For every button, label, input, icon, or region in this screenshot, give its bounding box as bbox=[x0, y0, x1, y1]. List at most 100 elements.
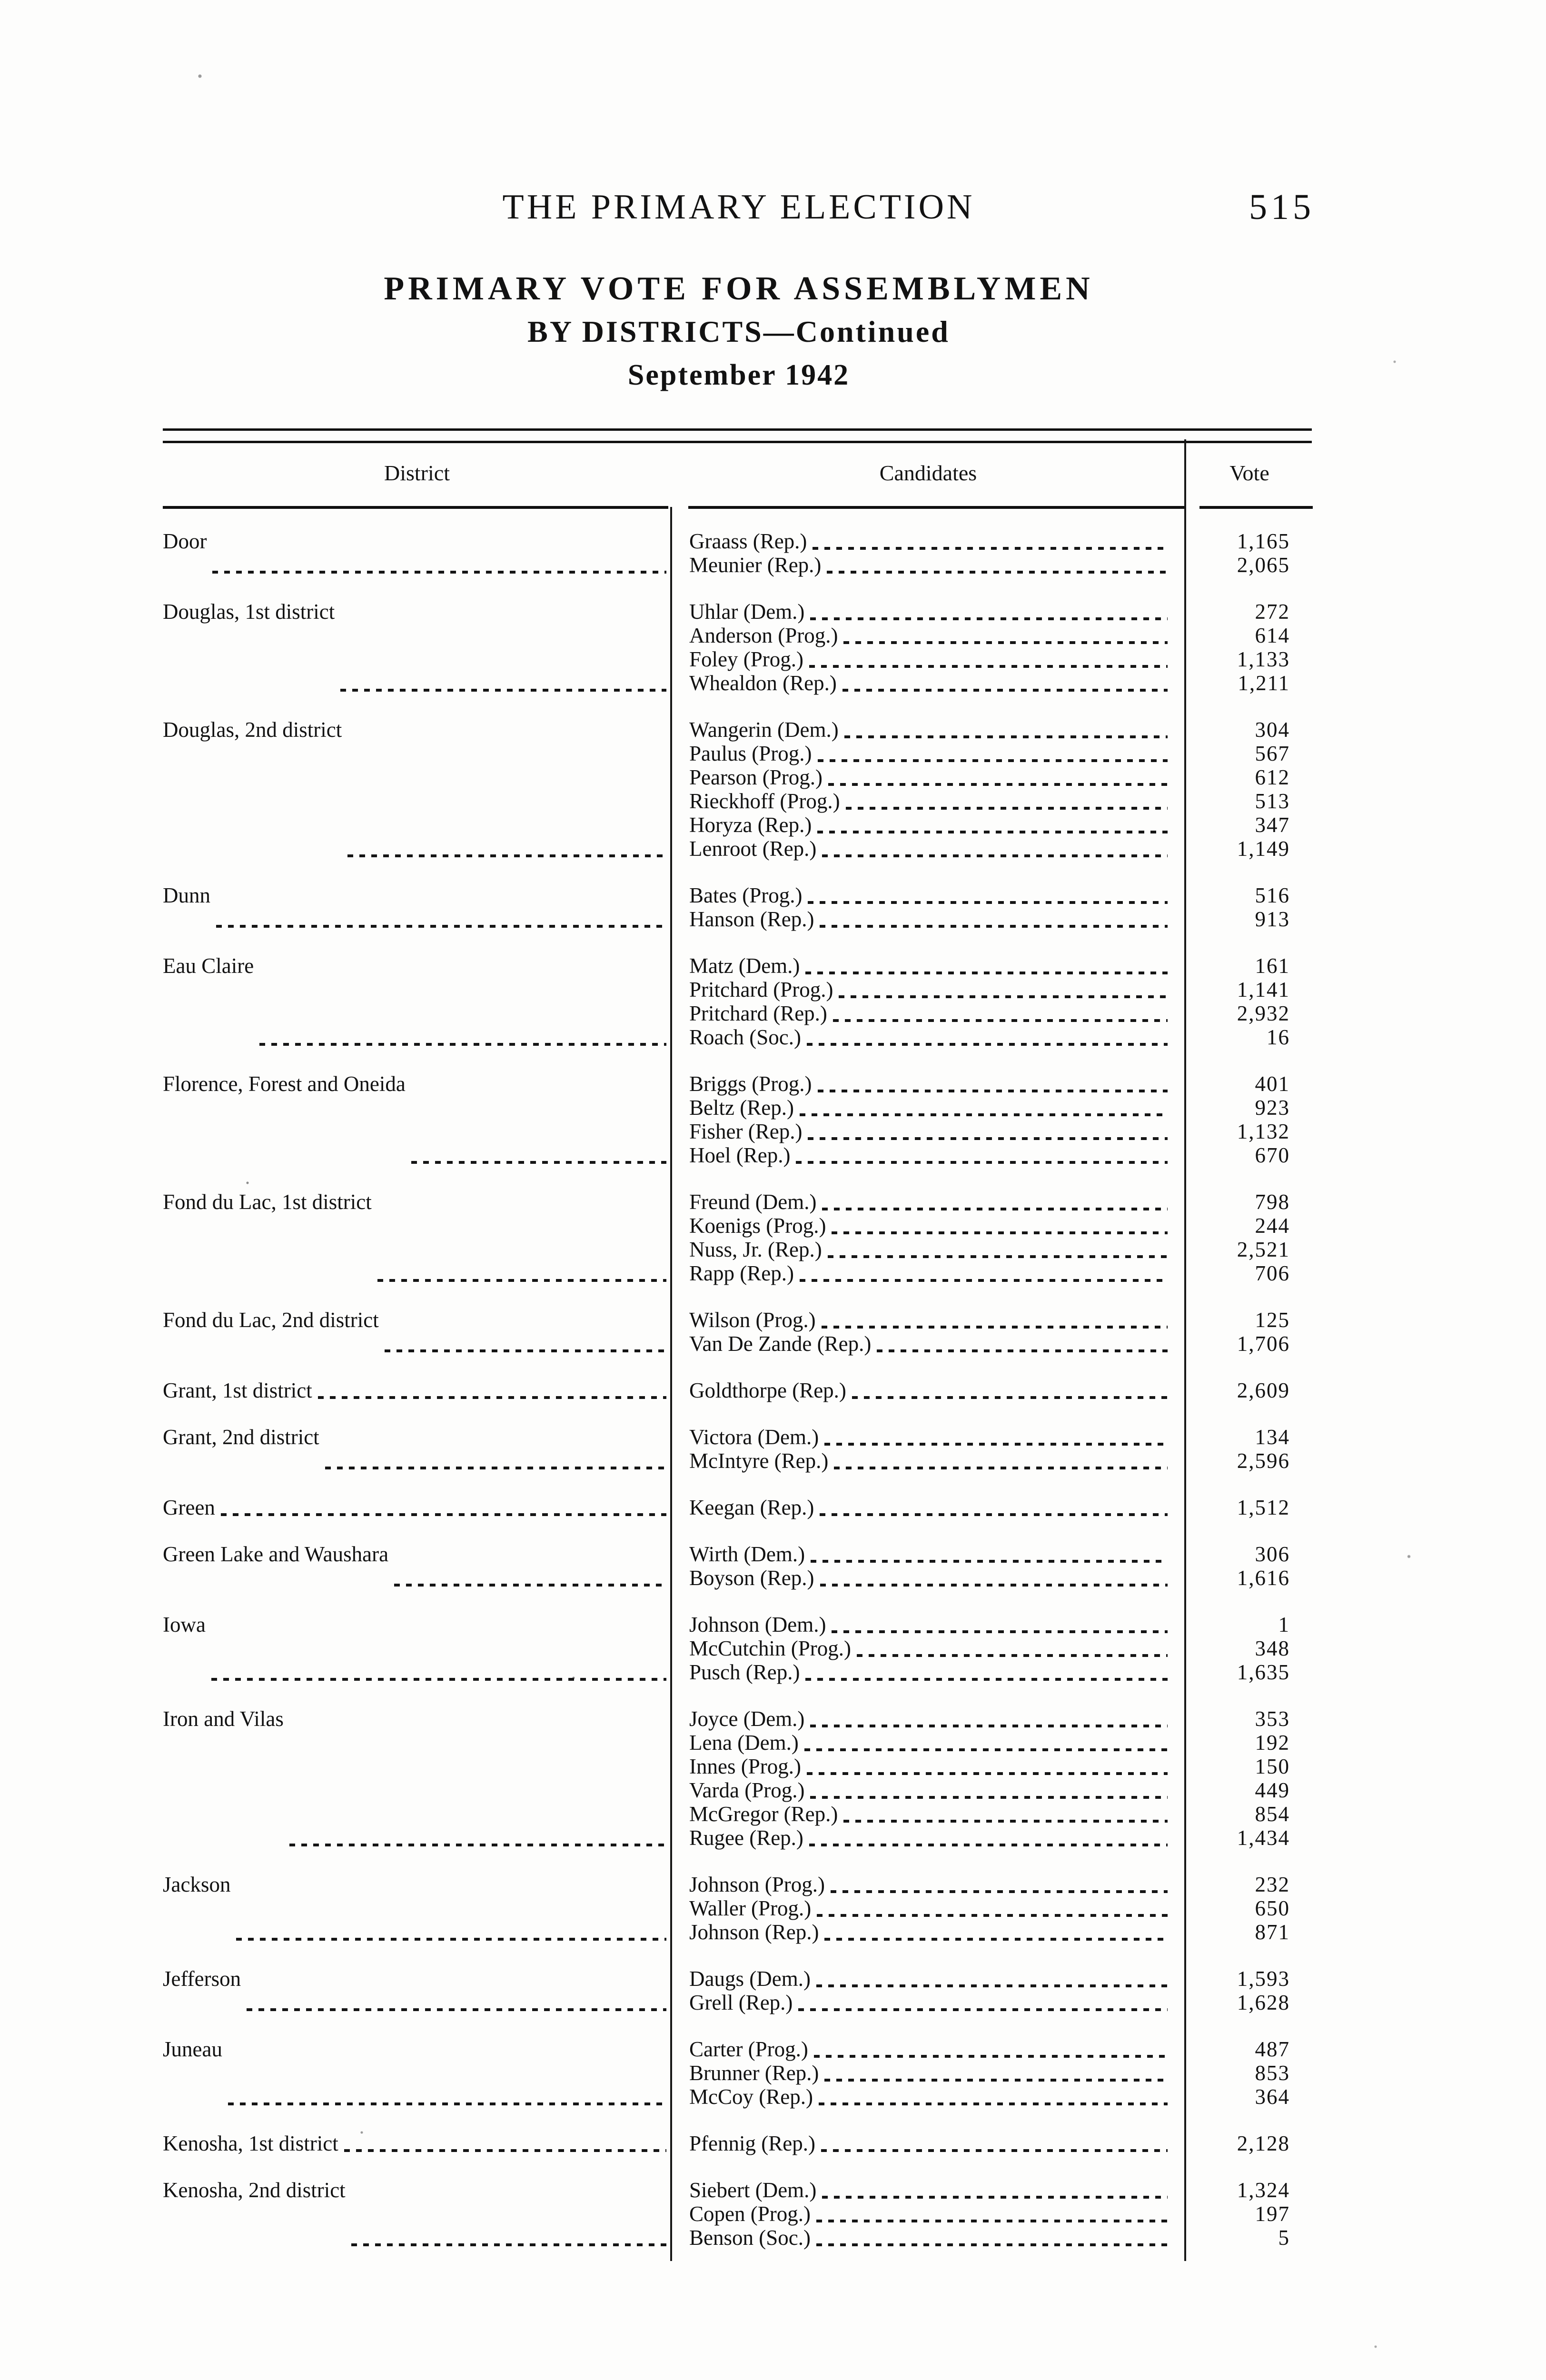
dotted-leader bbox=[810, 1796, 1168, 1799]
candidate-row: Whealdon (Rep.) 1,211 bbox=[671, 671, 1314, 695]
candidate-name: Johnson (Prog.) bbox=[689, 1873, 825, 1896]
district-cell: Jefferson bbox=[163, 1967, 671, 2014]
candidate-name: Beltz (Rep.) bbox=[689, 1096, 794, 1120]
vote-value: 670 bbox=[1255, 1143, 1290, 1167]
candidates-cell-stack: Briggs (Prog.) 401 Beltz (Rep.) 923 Fish… bbox=[671, 1072, 1314, 1167]
dotted-leader bbox=[828, 783, 1168, 786]
candidate-cell: Keegan (Rep.) bbox=[671, 1496, 1190, 1519]
district-name: Green bbox=[163, 1496, 215, 1519]
vote-value: 1,628 bbox=[1237, 1991, 1290, 2014]
dotted-leader bbox=[817, 831, 1168, 833]
vote-value: 125 bbox=[1255, 1308, 1290, 1332]
candidate-row: Matz (Dem.) 161 bbox=[671, 954, 1314, 978]
dotted-leader bbox=[827, 1255, 1168, 1258]
vote-value: 2,521 bbox=[1237, 1238, 1290, 1261]
candidate-cell: Meunier (Rep.) bbox=[671, 553, 1190, 577]
candidate-cell: Pusch (Rep.) bbox=[671, 1660, 1190, 1684]
candidate-row: Koenigs (Prog.) 244 bbox=[671, 1214, 1314, 1238]
candidate-name: Pearson (Prog.) bbox=[689, 765, 823, 789]
dotted-leader bbox=[816, 2243, 1168, 2246]
vote-value: 913 bbox=[1255, 907, 1290, 931]
dotted-leader bbox=[816, 2220, 1168, 2222]
district-name: Eau Claire bbox=[163, 954, 254, 978]
candidate-name: Benson (Soc.) bbox=[689, 2226, 811, 2250]
candidates-cell-stack: Johnson (Prog.) 232 Waller (Prog.) 650 J… bbox=[671, 1873, 1314, 1944]
candidate-name: Victora (Dem.) bbox=[689, 1425, 819, 1449]
dotted-leader bbox=[816, 1984, 1168, 1987]
candidate-name: Freund (Dem.) bbox=[689, 1190, 817, 1214]
candidate-row: Roach (Soc.) 16 bbox=[671, 1025, 1314, 1049]
vote-value: 272 bbox=[1255, 600, 1290, 624]
candidate-cell: Horyza (Rep.) bbox=[671, 813, 1190, 837]
candidate-row: Hanson (Rep.) 913 bbox=[671, 907, 1314, 931]
dotted-leader bbox=[817, 1090, 1168, 1092]
candidate-row: Uhlar (Dem.) 272 bbox=[671, 600, 1314, 624]
candidate-cell: Briggs (Prog.) bbox=[671, 1072, 1190, 1096]
candidate-name: Pusch (Rep.) bbox=[689, 1660, 800, 1684]
candidate-cell: McIntyre (Rep.) bbox=[671, 1449, 1190, 1473]
dotted-leader bbox=[808, 1137, 1168, 1140]
candidate-cell: Rapp (Rep.) bbox=[671, 1261, 1190, 1285]
candidate-name: Goldthorpe (Rep.) bbox=[689, 1378, 846, 1402]
district-group: Grant, 1st district Goldthorpe (Rep.) 2,… bbox=[163, 1378, 1314, 1402]
vote-value: 1,211 bbox=[1238, 671, 1290, 695]
candidate-cell: Innes (Prog.) bbox=[671, 1755, 1190, 1778]
district-name: Jefferson bbox=[163, 1967, 241, 1991]
dotted-leader bbox=[289, 1844, 666, 1846]
candidate-cell: Johnson (Prog.) bbox=[671, 1873, 1190, 1896]
candidate-cell: Uhlar (Dem.) bbox=[671, 600, 1190, 624]
vote-value: 612 bbox=[1255, 765, 1290, 789]
vote-value: 2,128 bbox=[1237, 2132, 1290, 2155]
district-cell: Douglas, 1st district bbox=[163, 600, 671, 695]
candidate-name: Whealdon (Rep.) bbox=[689, 671, 837, 695]
candidate-row: Meunier (Rep.) 2,065 bbox=[671, 553, 1314, 577]
candidates-cell-stack: Pfennig (Rep.) 2,128 bbox=[671, 2132, 1314, 2155]
candidate-name: Pritchard (Prog.) bbox=[689, 978, 833, 1002]
candidate-row: Victora (Dem.) 134 bbox=[671, 1425, 1314, 1449]
district-name: Florence, Forest and Oneida bbox=[163, 1072, 406, 1096]
candidate-row: Johnson (Rep.) 871 bbox=[671, 1920, 1314, 1944]
dotted-leader bbox=[806, 1043, 1168, 1046]
candidates-cell-stack: Keegan (Rep.) 1,512 bbox=[671, 1496, 1314, 1519]
candidates-cell-stack: Daugs (Dem.) 1,593 Grell (Rep.) 1,628 bbox=[671, 1967, 1314, 2014]
candidate-row: Boyson (Rep.) 1,616 bbox=[671, 1566, 1314, 1590]
candidate-cell: Boyson (Rep.) bbox=[671, 1566, 1190, 1590]
dotted-leader bbox=[212, 571, 666, 574]
vote-value: 2,065 bbox=[1237, 553, 1290, 577]
district-cell: Door bbox=[163, 529, 671, 577]
dotted-leader bbox=[817, 759, 1168, 762]
candidate-row: McIntyre (Rep.) 2,596 bbox=[671, 1449, 1314, 1473]
vote-value: 1,324 bbox=[1237, 2178, 1290, 2202]
candidates-cell-stack: Matz (Dem.) 161 Pritchard (Prog.) 1,141 … bbox=[671, 954, 1314, 1049]
dotted-leader bbox=[824, 1938, 1168, 1941]
candidate-row: Graass (Rep.) 1,165 bbox=[671, 529, 1314, 553]
district-group: Douglas, 2nd district Wangerin (Dem.) 30… bbox=[163, 718, 1314, 861]
candidate-cell: Rugee (Rep.) bbox=[671, 1826, 1190, 1850]
candidate-cell: Johnson (Dem.) bbox=[671, 1613, 1190, 1636]
candidate-row: Bates (Prog.) 516 bbox=[671, 883, 1314, 907]
dotted-leader bbox=[822, 1208, 1168, 1210]
candidate-name: McGregor (Rep.) bbox=[689, 1802, 838, 1826]
candidate-name: Rapp (Rep.) bbox=[689, 1261, 794, 1285]
dotted-leader bbox=[798, 2008, 1168, 2011]
district-group: Grant, 2nd district Victora (Dem.) 134 M… bbox=[163, 1425, 1314, 1473]
candidate-name: Lena (Dem.) bbox=[689, 1731, 799, 1755]
vote-value: 1,165 bbox=[1237, 529, 1290, 553]
vote-value: 1,616 bbox=[1237, 1566, 1290, 1590]
candidate-name: Wirth (Dem.) bbox=[689, 1542, 805, 1566]
district-cell: Fond du Lac, 1st district bbox=[163, 1190, 671, 1285]
candidate-row: McCoy (Rep.) 364 bbox=[671, 2085, 1314, 2109]
district-group: Florence, Forest and Oneida Briggs (Prog… bbox=[163, 1072, 1314, 1167]
candidate-row: Pusch (Rep.) 1,635 bbox=[671, 1660, 1314, 1684]
dotted-leader bbox=[820, 1513, 1168, 1516]
candidate-name: Rugee (Rep.) bbox=[689, 1826, 803, 1850]
vote-value: 1,132 bbox=[1237, 1120, 1290, 1143]
page-number: 515 bbox=[1249, 187, 1315, 227]
district-cell: Jackson bbox=[163, 1873, 671, 1944]
candidate-row: Van De Zande (Rep.) 1,706 bbox=[671, 1332, 1314, 1356]
candidate-cell: Paulus (Prog.) bbox=[671, 742, 1190, 765]
district-name: Grant, 1st district bbox=[163, 1378, 312, 1402]
vote-value: 161 bbox=[1255, 954, 1290, 978]
candidate-cell: Wilson (Prog.) bbox=[671, 1308, 1190, 1332]
